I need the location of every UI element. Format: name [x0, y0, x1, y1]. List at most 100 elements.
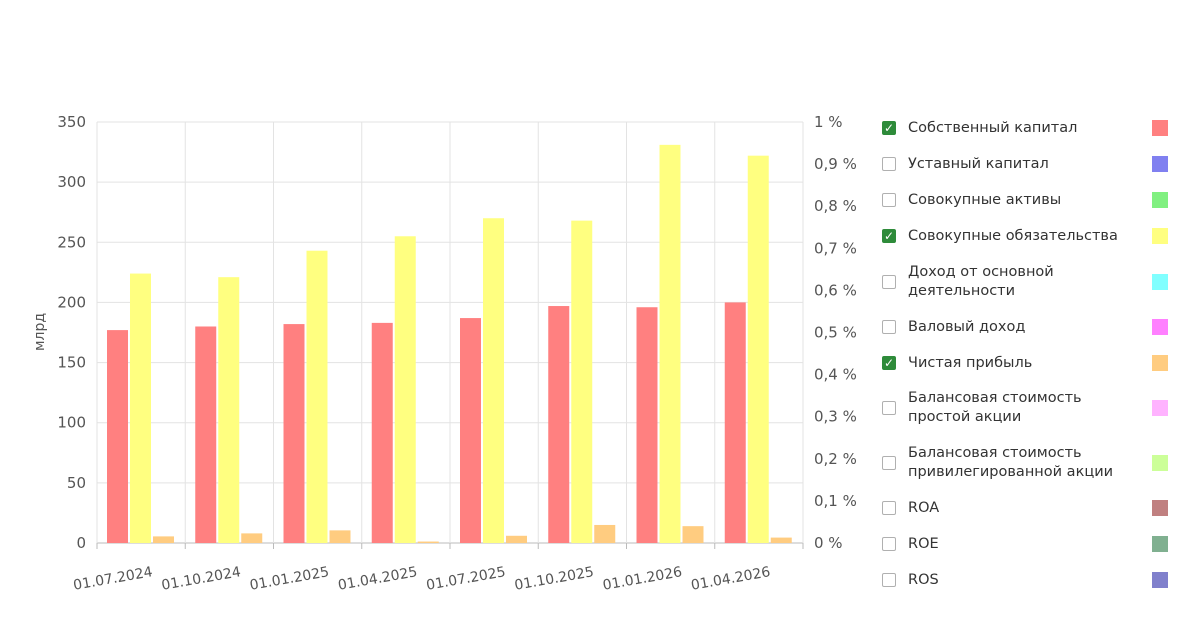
- bar-chart: 350 300 250 200 150 100 50 0 1 % 0,9 % 0,8 % 0,7 % 0…: [32, 113, 857, 594]
- x-tick-label: 01.10.2025: [513, 564, 595, 594]
- checkbox-unchecked[interactable]: [882, 275, 896, 289]
- legend-label: ROS: [908, 571, 939, 588]
- legend-item[interactable]: ROA: [882, 498, 1168, 518]
- bar[interactable]: [371, 322, 393, 543]
- x-tick-label: 01.07.2024: [72, 564, 154, 594]
- legend-color-swatch: [1152, 536, 1168, 552]
- bar[interactable]: [682, 526, 704, 543]
- legend-item[interactable]: Валовый доход: [882, 317, 1168, 337]
- y2-tick-label: 0,9 %: [814, 155, 857, 173]
- legend-label: Валовый доход: [908, 318, 1026, 335]
- legend-color-swatch: [1152, 400, 1168, 416]
- bar[interactable]: [394, 236, 416, 543]
- bar[interactable]: [506, 535, 527, 543]
- legend-item[interactable]: ROS: [882, 570, 1168, 590]
- legend-color-swatch: [1152, 274, 1168, 290]
- bar[interactable]: [770, 537, 792, 543]
- legend-label: ROE: [908, 535, 939, 552]
- legend-color-swatch: [1152, 500, 1168, 516]
- bar[interactable]: [747, 155, 769, 543]
- checkmark-icon: ✓: [883, 356, 895, 370]
- y2-tick-label: 0,5 %: [814, 324, 857, 342]
- legend-label: Собственный капитал: [908, 119, 1078, 136]
- checkbox-unchecked[interactable]: [882, 501, 896, 515]
- checkmark-icon: ✓: [883, 229, 895, 243]
- bar[interactable]: [195, 326, 217, 543]
- bar[interactable]: [594, 524, 616, 543]
- y-tick-label: 50: [67, 474, 86, 492]
- y2-tick-label: 0,7 %: [814, 239, 857, 257]
- chart-bars: [107, 144, 792, 544]
- bar[interactable]: [283, 324, 305, 543]
- legend-color-swatch: [1152, 120, 1168, 136]
- bar[interactable]: [460, 318, 481, 543]
- bar[interactable]: [724, 302, 746, 543]
- legend-item[interactable]: Балансовая стоимость привилегированной а…: [882, 443, 1168, 483]
- legend-item[interactable]: Уставный капитал: [882, 154, 1168, 174]
- y2-tick-label: 1 %: [814, 113, 843, 131]
- bar[interactable]: [241, 533, 263, 543]
- legend-item[interactable]: Балансовая стоимость простой акции: [882, 388, 1168, 428]
- x-tick-label: 01.07.2025: [425, 564, 507, 594]
- legend-label: Балансовая стоимость привилегированной а…: [908, 445, 1114, 480]
- checkbox-unchecked[interactable]: [882, 193, 896, 207]
- bar[interactable]: [107, 330, 128, 543]
- x-tick-label: 01.01.2025: [249, 564, 331, 594]
- legend-label: Доход от основной деятельности: [908, 264, 1054, 299]
- checkbox-unchecked[interactable]: [882, 157, 896, 171]
- checkbox-unchecked[interactable]: [882, 456, 896, 470]
- y2-tick-label: 0,2 %: [814, 450, 857, 468]
- y2-tick-label: 0,3 %: [814, 408, 857, 426]
- checkbox-checked[interactable]: ✓: [882, 356, 896, 370]
- x-tick-label: 01.10.2024: [160, 564, 242, 594]
- y-tick-label: 250: [57, 233, 86, 251]
- legend-item[interactable]: ✓ Собственный капитал: [882, 118, 1168, 138]
- bar[interactable]: [636, 307, 658, 543]
- y2-tick-label: 0,1 %: [814, 492, 857, 510]
- legend-label: Совокупные обязательства: [908, 227, 1118, 244]
- legend-color-swatch: [1152, 455, 1168, 471]
- x-tick-label: 01.01.2026: [602, 564, 684, 594]
- bar[interactable]: [417, 541, 439, 543]
- checkbox-checked[interactable]: ✓: [882, 121, 896, 135]
- y-tick-label: 300: [57, 173, 86, 191]
- y2-tick-label: 0,8 %: [814, 197, 857, 215]
- legend-color-swatch: [1152, 156, 1168, 172]
- y-tick-label: 0: [76, 534, 86, 552]
- legend-label: Чистая прибыль: [908, 354, 1033, 371]
- bar[interactable]: [153, 536, 174, 543]
- checkbox-unchecked[interactable]: [882, 537, 896, 551]
- legend-label: Балансовая стоимость простой акции: [908, 390, 1082, 425]
- legend-item[interactable]: Совокупные активы: [882, 190, 1168, 210]
- bar[interactable]: [306, 250, 328, 543]
- legend-item[interactable]: Доход от основной деятельности: [882, 262, 1168, 302]
- legend-item[interactable]: ✓ Совокупные обязательства: [882, 226, 1168, 246]
- checkbox-unchecked[interactable]: [882, 573, 896, 587]
- checkmark-icon: ✓: [883, 121, 895, 135]
- legend-label: ROA: [908, 499, 940, 516]
- legend-label: Уставный капитал: [908, 155, 1049, 172]
- y2-tick-label: 0 %: [814, 534, 843, 552]
- bar[interactable]: [483, 218, 504, 543]
- legend-item[interactable]: ✓ Чистая прибыль: [882, 353, 1168, 373]
- bar[interactable]: [571, 220, 593, 544]
- legend-item[interactable]: ROE: [882, 534, 1168, 554]
- checkbox-checked[interactable]: ✓: [882, 229, 896, 243]
- bar[interactable]: [329, 530, 351, 543]
- y-axis-title: млрд: [32, 313, 48, 351]
- legend-color-swatch: [1152, 319, 1168, 335]
- y-tick-label: 200: [57, 293, 86, 311]
- bar[interactable]: [130, 273, 151, 543]
- checkbox-unchecked[interactable]: [882, 401, 896, 415]
- legend-color-swatch: [1152, 192, 1168, 208]
- legend-color-swatch: [1152, 228, 1168, 244]
- y-tick-label: 350: [57, 113, 86, 131]
- bar[interactable]: [659, 144, 681, 543]
- checkbox-unchecked[interactable]: [882, 320, 896, 334]
- bar[interactable]: [548, 306, 570, 543]
- x-tick-label: 01.04.2025: [337, 564, 419, 594]
- x-tick-label: 01.04.2026: [690, 564, 772, 594]
- y2-tick-label: 0,4 %: [814, 366, 857, 384]
- y-tick-label: 100: [57, 414, 86, 432]
- bar[interactable]: [218, 277, 240, 543]
